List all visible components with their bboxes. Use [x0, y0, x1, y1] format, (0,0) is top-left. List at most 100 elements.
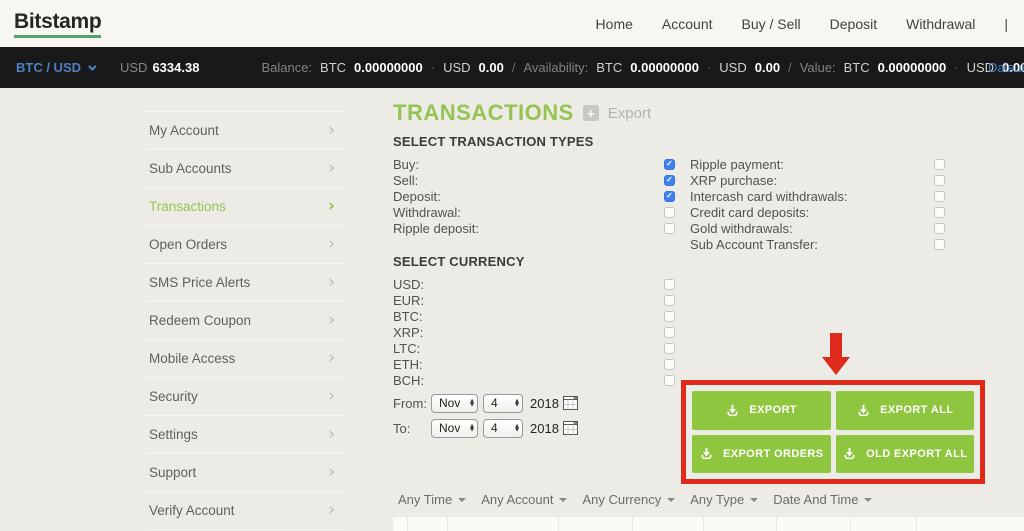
calendar-icon[interactable]: [562, 396, 578, 410]
checkbox-eth[interactable]: [664, 358, 675, 370]
old-export-all-button[interactable]: OLD EXPORT ALL: [835, 434, 974, 473]
sidebar-item-support[interactable]: Support ›: [145, 454, 345, 492]
from-year: 2018: [530, 395, 559, 411]
sidebar-item-security[interactable]: Security ›: [145, 378, 345, 416]
to-day-select[interactable]: 4 ▲ ▼: [483, 418, 523, 438]
tx-type-row: Deposit: Intercash card withdrawals:: [393, 188, 1024, 204]
top-nav: Home Account Buy / Sell Deposit Withdraw…: [596, 16, 1008, 32]
tx-type-row: Withdrawal: Credit card deposits:: [393, 204, 1024, 220]
export-button[interactable]: EXPORT: [692, 391, 831, 430]
export-all-button[interactable]: EXPORT ALL: [835, 391, 974, 430]
chevron-right-icon: ›: [328, 424, 335, 444]
last-price: USD 6334.38: [120, 60, 200, 75]
stepper-icon: ▲ ▼: [515, 398, 519, 408]
sidebar-item-verify-account[interactable]: Verify Account ›: [145, 492, 345, 530]
balance-usd-value: 0.00: [478, 60, 504, 75]
tx-type-row: Sell: XRP purchase:: [393, 172, 1024, 188]
sidebar-item-sub-accounts[interactable]: Sub Accounts ›: [145, 150, 345, 188]
checkbox-xrp[interactable]: [664, 326, 675, 338]
annotation-arrow-icon: [822, 333, 850, 375]
checkbox-eur[interactable]: [664, 294, 675, 306]
sidebar-item-my-account[interactable]: My Account ›: [145, 112, 345, 150]
checkbox-usd[interactable]: [664, 278, 675, 290]
transactions-table: [393, 516, 1024, 531]
checkbox-ripple-payment[interactable]: [934, 158, 945, 170]
download-icon: [858, 404, 869, 416]
sidebar-item-open-orders[interactable]: Open Orders ›: [145, 226, 345, 264]
filter-any-currency[interactable]: Any Currency: [582, 492, 676, 507]
sidebar-item-sms-price-alerts[interactable]: SMS Price Alerts ›: [145, 264, 345, 302]
add-icon[interactable]: +: [582, 105, 599, 121]
sidebar-item-redeem-coupon[interactable]: Redeem Coupon ›: [145, 302, 345, 340]
sidebar-item-transactions[interactable]: Transactions ›: [145, 188, 345, 226]
nav-divider: |: [1004, 15, 1008, 32]
filter-any-time[interactable]: Any Time: [398, 492, 467, 507]
tx-type-row: Buy: Ripple payment:: [393, 156, 1024, 172]
checkbox-ripple-deposit[interactable]: [664, 222, 675, 234]
checkbox-sub-account-transfer[interactable]: [934, 238, 945, 250]
sidebar-item-mobile-access[interactable]: Mobile Access ›: [145, 340, 345, 378]
from-day-select[interactable]: 4 ▲ ▼: [483, 393, 523, 413]
nav-buy-sell[interactable]: Buy / Sell: [741, 15, 801, 32]
value-label: Value:: [799, 60, 836, 75]
checkbox-gold-withdrawals[interactable]: [934, 222, 945, 234]
chevron-right-icon: ›: [328, 234, 335, 254]
chevron-right-icon: ›: [328, 348, 335, 368]
export-orders-button[interactable]: EXPORT ORDERS: [692, 434, 831, 473]
caret-down-icon: [750, 497, 759, 502]
chevron-right-icon: ›: [328, 120, 335, 140]
sidebar: My Account › Sub Accounts › Transactions › …: [145, 111, 345, 530]
availability-label: Availability:: [523, 60, 589, 75]
body-area: My Account › Sub Accounts › Transactions › …: [0, 88, 1024, 531]
date-from-row: From: Nov ▲ ▼ 4 ▲ ▼ 2018: [393, 392, 578, 414]
download-icon: [727, 404, 738, 416]
value-usd-value: 0.00: [1002, 60, 1024, 75]
chevron-right-icon: ›: [327, 196, 335, 216]
to-month-select[interactable]: Nov ▲ ▼: [431, 418, 478, 438]
checkbox-buy[interactable]: [664, 158, 675, 170]
pair-selector[interactable]: BTC / USD: [16, 60, 97, 75]
nav-account[interactable]: Account: [661, 15, 713, 32]
tx-type-row: Sub Account Transfer:: [393, 236, 1024, 252]
balance-btc-value: 0.00000000: [354, 60, 423, 75]
availability-btc-value: 0.00000000: [630, 60, 699, 75]
checkbox-ltc[interactable]: [664, 342, 675, 354]
filters-row: Any Time Any Account Any Currency Any Ty…: [398, 492, 873, 507]
chevron-right-icon: ›: [328, 272, 335, 292]
chevron-right-icon: ›: [328, 310, 335, 330]
value-btc-value: 0.00000000: [877, 60, 947, 75]
checkbox-intercash-card-withdrawals[interactable]: [934, 190, 945, 202]
checkbox-deposit[interactable]: [664, 190, 675, 202]
chevron-right-icon: ›: [328, 500, 335, 520]
checkbox-sell[interactable]: [664, 174, 675, 186]
checkbox-credit-card-deposits[interactable]: [934, 206, 945, 218]
sidebar-item-settings[interactable]: Settings ›: [145, 416, 345, 454]
chevron-down-icon: [88, 61, 97, 71]
username-link[interactable]: Daisuke: [988, 60, 1024, 75]
checkbox-xrp-purchase[interactable]: [934, 174, 945, 186]
tx-types-rows: Buy: Ripple payment: Sell: XRP purchase:…: [393, 156, 1024, 252]
calendar-icon[interactable]: [562, 421, 578, 435]
nav-withdrawal[interactable]: Withdrawal: [906, 15, 976, 32]
from-month-select[interactable]: Nov ▲ ▼: [431, 393, 478, 413]
checkbox-btc[interactable]: [664, 310, 675, 322]
chevron-right-icon: ›: [328, 386, 335, 406]
stepper-icon: ▲ ▼: [470, 423, 474, 433]
bitstamp-logo[interactable]: Bitstamp: [14, 10, 102, 38]
filter-any-account[interactable]: Any Account: [481, 492, 568, 507]
currency-heading: SELECT CURRENCY: [393, 254, 525, 269]
filter-any-type[interactable]: Any Type: [690, 492, 759, 507]
caret-down-icon: [458, 497, 467, 502]
nav-deposit[interactable]: Deposit: [829, 15, 878, 32]
checkbox-bch[interactable]: [664, 374, 675, 386]
nav-home[interactable]: Home: [595, 15, 633, 32]
to-year: 2018: [530, 420, 559, 436]
ticker-bar: BTC / USD USD 6334.38 Balance: BTC 0.0000…: [0, 47, 1024, 88]
filter-date-and-time[interactable]: Date And Time: [773, 492, 873, 507]
checkbox-withdrawal[interactable]: [664, 206, 675, 218]
export-link[interactable]: Export: [607, 104, 652, 122]
page-title: TRANSACTIONS: [393, 100, 574, 125]
download-icon: [701, 448, 712, 460]
date-to-row: To: Nov ▲ ▼ 4 ▲ ▼ 2018: [393, 417, 578, 439]
